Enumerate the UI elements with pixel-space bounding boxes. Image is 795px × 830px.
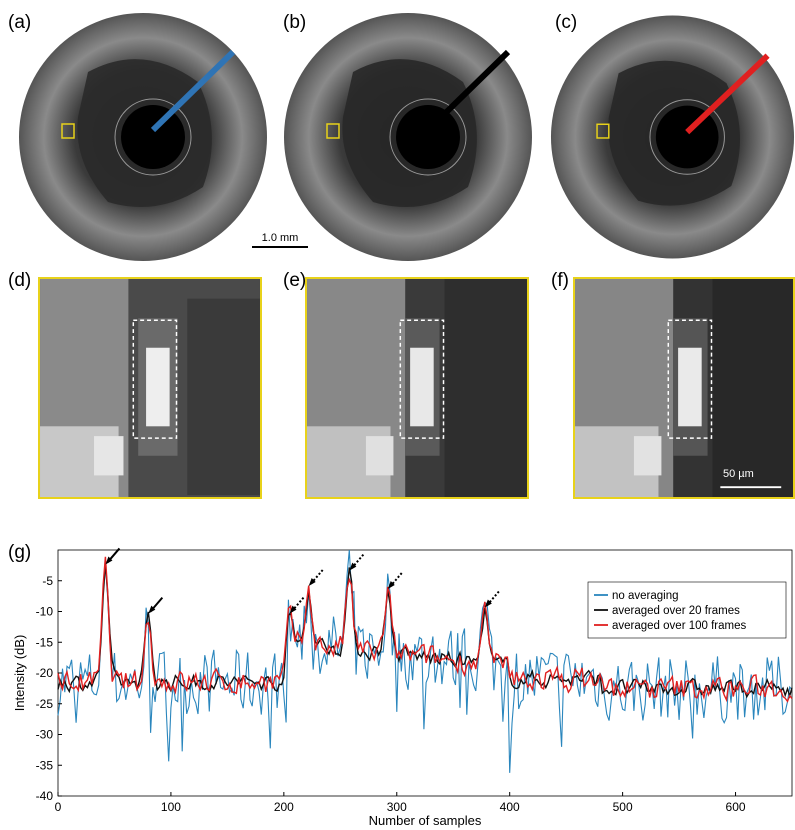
zoom-scalebar-label: 50 µm: [723, 468, 754, 480]
y-tick-label-6: -10: [36, 605, 54, 619]
legend-label-2: averaged over 100 frames: [612, 620, 746, 632]
y-tick-label-4: -20: [36, 666, 54, 680]
panel-label-e: (e): [283, 270, 306, 292]
y-tick-label-2: -30: [36, 728, 54, 742]
y-axis-label: Intensity (dB): [12, 635, 27, 712]
oct-image-a: [18, 12, 268, 262]
y-tick-label-7: -5: [42, 574, 53, 588]
x-tick-label-3: 300: [387, 800, 407, 814]
x-axis-label: Number of samples: [369, 813, 482, 828]
panel-label-d: (d): [8, 270, 31, 292]
x-tick-label-0: 0: [55, 800, 62, 814]
oct-image-c: [550, 12, 795, 262]
intensity-line-chart: 0 100 200 300 400 500 600 -40 -35 -30 -25 -20 -15 -10…: [0, 540, 795, 830]
zoom-image-d: [38, 277, 262, 499]
oct-scalebar: 1.0 mm: [252, 232, 308, 248]
oct-scalebar-label: 1.0 mm: [252, 232, 308, 244]
y-tick-label-1: -35: [36, 758, 54, 772]
x-tick-label-2: 200: [274, 800, 294, 814]
x-tick-label-4: 400: [500, 800, 520, 814]
x-tick-label-5: 500: [613, 800, 633, 814]
zoom-image-e: [305, 277, 529, 499]
zoom-image-f: [573, 277, 795, 499]
y-tick-label-0: -40: [36, 789, 54, 803]
y-tick-label-3: -25: [36, 697, 54, 711]
legend-label-0: no averaging: [612, 590, 679, 602]
oct-image-b: [283, 12, 533, 262]
panel-label-f: (f): [551, 270, 569, 292]
x-tick-label-6: 600: [726, 800, 746, 814]
x-tick-label-1: 100: [161, 800, 181, 814]
y-tick-label-5: -15: [36, 635, 54, 649]
legend-label-1: averaged over 20 frames: [612, 605, 740, 617]
